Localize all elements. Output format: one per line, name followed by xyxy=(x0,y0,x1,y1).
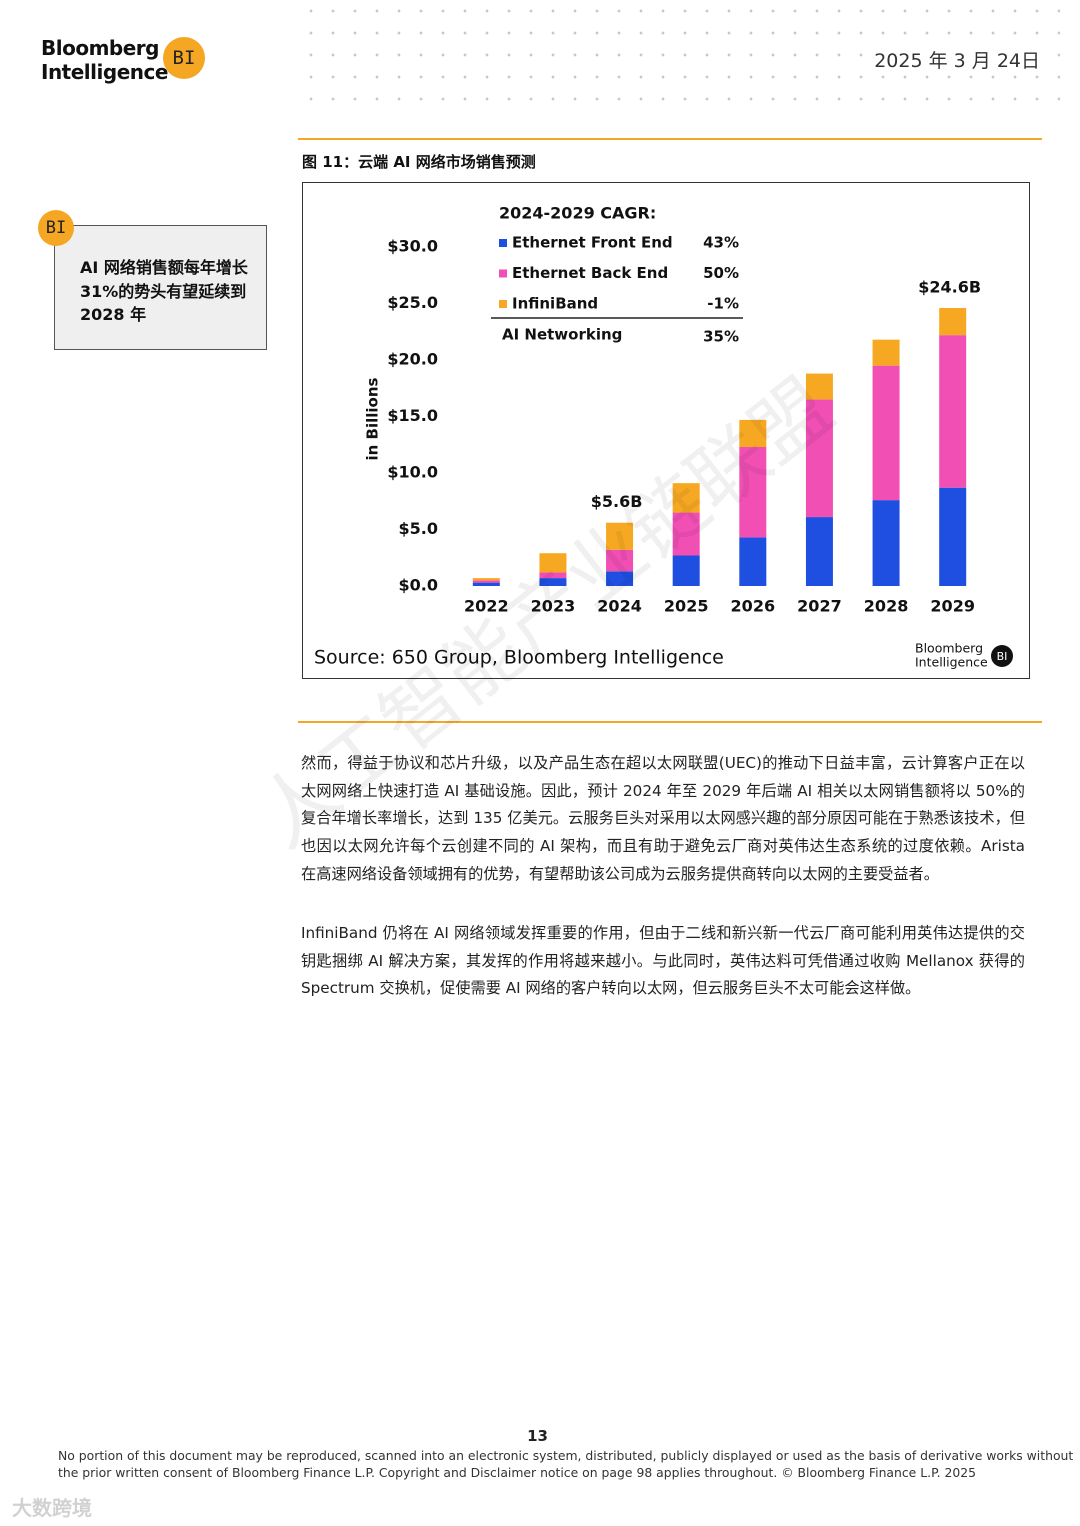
badge: BI xyxy=(38,210,74,246)
y-tick-label: $0.0 xyxy=(399,576,438,595)
x-tick-label: 2024 xyxy=(597,597,642,616)
legend-title: 2024-2029 CAGR: xyxy=(499,204,656,223)
legend-swatch xyxy=(499,239,507,247)
bar-segment xyxy=(805,373,833,400)
legend-cagr: -1% xyxy=(707,295,739,313)
x-tick-label: 2028 xyxy=(864,597,909,616)
paragraph: InfiniBand 仍将在 AI 网络领域发挥重要的作用，但由于二线和新兴新一… xyxy=(301,924,1025,998)
bar-segment xyxy=(872,500,900,586)
bar-segment xyxy=(472,580,500,583)
bar-segment xyxy=(606,549,634,572)
bar-segment xyxy=(805,517,833,586)
legend-total-cagr: 35% xyxy=(703,328,739,346)
bar-segment xyxy=(606,522,634,550)
bar-segment xyxy=(739,447,767,538)
disclaimer: No portion of this document may be repro… xyxy=(58,1447,1073,1481)
legend-label: InfiniBand xyxy=(512,295,598,313)
callout-text: AI 网络销售额每年增长 31%的势头有望延续到 2028 年 xyxy=(80,258,248,324)
annotation: $5.6B xyxy=(591,492,643,511)
bar-segment xyxy=(672,483,700,513)
chart-logo: Intelligence xyxy=(915,655,988,670)
bar-segment xyxy=(472,582,500,586)
y-tick-label: $30.0 xyxy=(387,237,438,256)
chart: $0.0 $5.0 $10.0 $15.0 $20.0 $25.0 $30.0 in Bill… xyxy=(302,182,1030,679)
watermark: 大数跨境 xyxy=(12,1496,92,1520)
legend-cagr: 43% xyxy=(703,234,739,252)
rule xyxy=(298,138,1042,140)
disclaimer-line: No portion of this document may be repro… xyxy=(58,1448,1074,1463)
bar-segment xyxy=(539,572,567,579)
brand-line: Bloomberg xyxy=(41,36,159,60)
y-tick-label: $20.0 xyxy=(387,350,438,369)
figure-caption: 图 11：云端 AI 网络市场销售预测 xyxy=(302,153,536,171)
page-number: 13 xyxy=(527,1427,548,1445)
legend-swatch xyxy=(499,300,507,308)
rule xyxy=(298,721,1042,723)
legend-cagr: 50% xyxy=(703,264,739,282)
bar-segment xyxy=(606,571,634,586)
x-tick-label: 2027 xyxy=(797,597,842,616)
x-tick-label: 2023 xyxy=(531,597,576,616)
bar-segment xyxy=(872,365,900,501)
bar-segment xyxy=(939,308,967,336)
bar-segment xyxy=(805,399,833,518)
y-tick-label: $25.0 xyxy=(387,293,438,312)
y-tick-label: $10.0 xyxy=(387,463,438,482)
bar-segment xyxy=(939,335,967,488)
legend-swatch xyxy=(499,269,507,278)
chart-logo-badge-text: BI xyxy=(997,650,1008,663)
x-tick-label: 2025 xyxy=(664,597,709,616)
bar-segment xyxy=(939,487,967,586)
bar-segment xyxy=(539,553,567,573)
x-tick-label: 2026 xyxy=(731,597,776,616)
y-tick-label: $15.0 xyxy=(387,406,438,425)
legend-total: AI Networking xyxy=(502,326,622,344)
chart-logo-badge xyxy=(991,645,1013,667)
bar-segment xyxy=(739,537,767,586)
y-axis-label: in Billions xyxy=(364,377,382,460)
x-tick-label: 2022 xyxy=(464,597,509,616)
badge: BI xyxy=(163,37,205,79)
brand: Bloomberg Intelligence xyxy=(41,36,168,84)
legend-label: Ethernet Front End xyxy=(512,234,673,252)
bar-segment xyxy=(739,419,767,448)
x-tick-label: 2029 xyxy=(930,597,975,616)
source: Source: 650 Group, Bloomberg Intelligenc… xyxy=(314,647,724,669)
callout-box xyxy=(54,225,267,350)
disclaimer-line: the prior written consent of Bloomberg F… xyxy=(58,1465,977,1480)
legend-label: Ethernet Back End xyxy=(512,264,668,282)
bar-segment xyxy=(539,578,567,586)
annotation: $24.6B xyxy=(918,278,981,297)
date: 2025 年 3 月 24日 xyxy=(868,46,1040,73)
bar-segment xyxy=(472,578,500,581)
chart-logo: Bloomberg xyxy=(915,641,983,656)
paragraph: 然而，得益于协议和芯片升级，以及产品生态在超以太网联盟(UEC)的推动下日益丰富… xyxy=(301,754,1025,883)
y-tick-label: $5.0 xyxy=(399,519,438,538)
bar-segment xyxy=(672,555,700,586)
bar-segment xyxy=(672,512,700,556)
bar-segment xyxy=(872,339,900,366)
brand-line: Intelligence xyxy=(41,60,168,84)
